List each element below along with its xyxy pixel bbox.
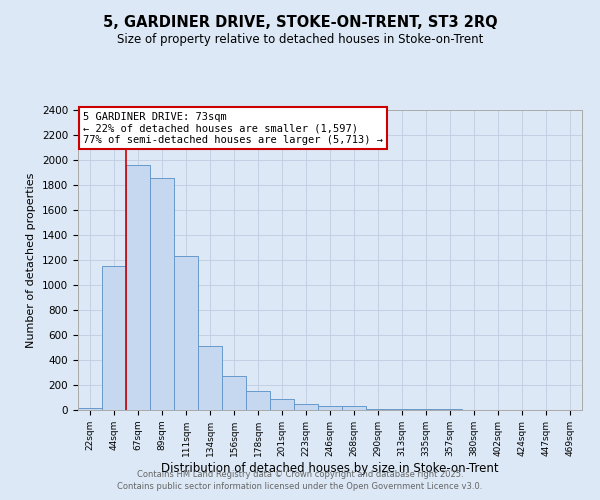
Bar <box>78 408 102 410</box>
Bar <box>246 390 270 410</box>
Bar <box>174 256 198 410</box>
Y-axis label: Number of detached properties: Number of detached properties <box>26 172 37 348</box>
Text: 5, GARDINER DRIVE, STOKE-ON-TRENT, ST3 2RQ: 5, GARDINER DRIVE, STOKE-ON-TRENT, ST3 2… <box>103 15 497 30</box>
X-axis label: Distribution of detached houses by size in Stoke-on-Trent: Distribution of detached houses by size … <box>161 462 499 474</box>
Bar <box>222 376 246 410</box>
Bar <box>102 266 126 410</box>
Bar <box>150 178 174 410</box>
Bar <box>198 346 222 410</box>
Text: Contains HM Land Registry data © Crown copyright and database right 2025.: Contains HM Land Registry data © Crown c… <box>137 470 463 479</box>
Bar <box>270 400 294 410</box>
Bar <box>126 165 150 410</box>
Text: Size of property relative to detached houses in Stoke-on-Trent: Size of property relative to detached ho… <box>117 32 483 46</box>
Text: Contains public sector information licensed under the Open Government Licence v3: Contains public sector information licen… <box>118 482 482 491</box>
Bar <box>294 404 318 410</box>
Text: 5 GARDINER DRIVE: 73sqm
← 22% of detached houses are smaller (1,597)
77% of semi: 5 GARDINER DRIVE: 73sqm ← 22% of detache… <box>83 112 383 144</box>
Bar <box>390 409 414 410</box>
Bar <box>318 406 342 410</box>
Bar <box>366 409 390 410</box>
Bar <box>342 406 366 410</box>
